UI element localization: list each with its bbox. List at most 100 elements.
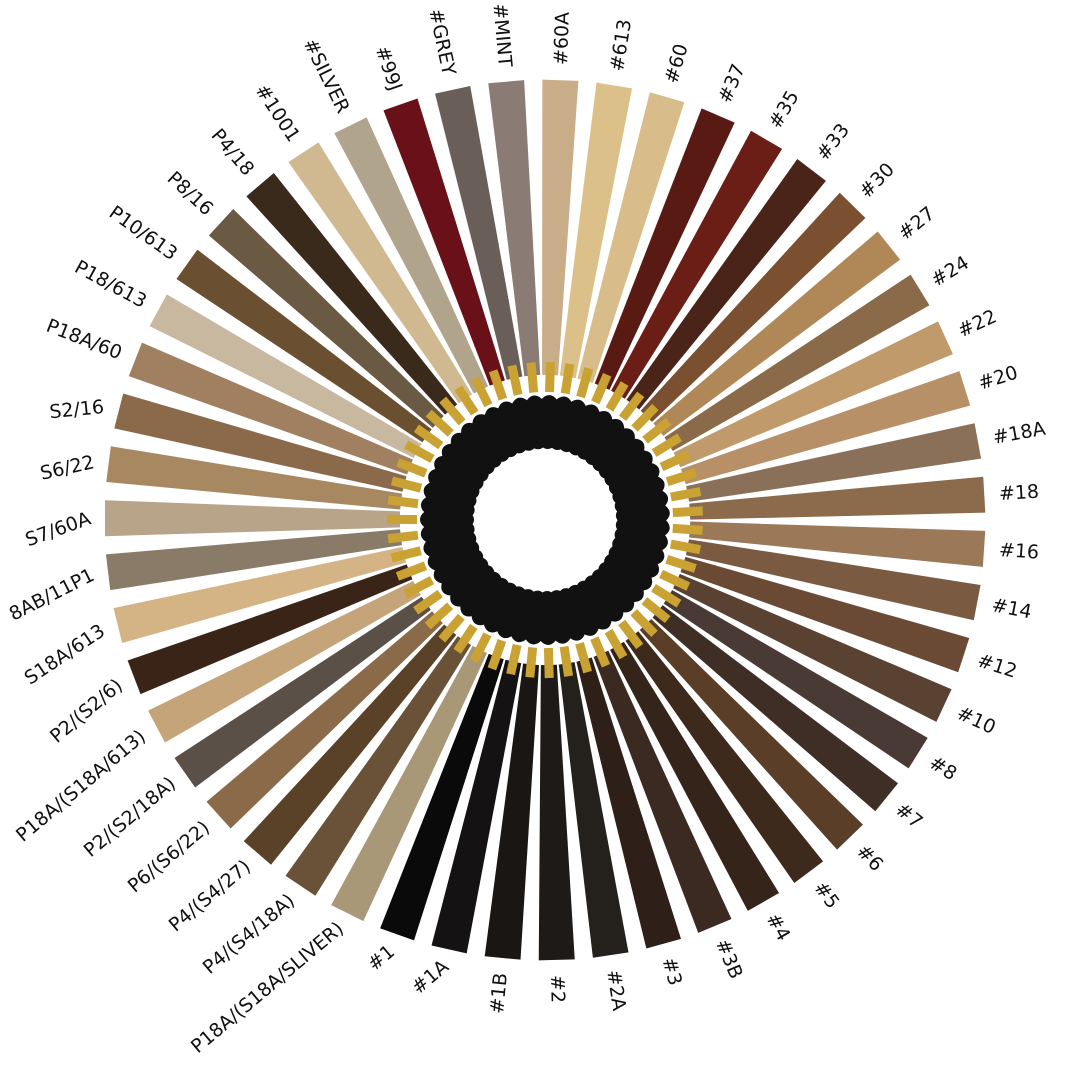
hair-strand — [288, 142, 473, 404]
gold-connector — [395, 561, 428, 581]
ring-center — [477, 452, 613, 588]
hair-strand — [626, 159, 826, 410]
gold-connector — [641, 597, 671, 624]
gold-connector — [526, 362, 539, 393]
gold-connector — [454, 385, 479, 416]
hair-strand — [113, 547, 407, 644]
hair-strand — [576, 657, 682, 949]
gold-connector — [665, 555, 697, 573]
gold-connector — [651, 584, 682, 608]
hair-strand — [610, 641, 780, 911]
gold-connector — [413, 424, 444, 450]
hair-strand — [383, 98, 505, 386]
shade-label: #1B — [486, 971, 513, 1015]
number-tag — [522, 395, 551, 450]
hair-strand — [149, 294, 422, 458]
hair-strand — [208, 208, 444, 428]
hair-strand — [331, 645, 487, 922]
hair-strand — [148, 581, 421, 743]
hair-strand — [673, 573, 952, 722]
gold-connector — [506, 643, 522, 676]
hair-strand — [114, 393, 407, 492]
gold-connector — [403, 576, 435, 599]
hair-strand — [639, 618, 863, 850]
gold-connector — [487, 639, 507, 671]
gold-connector — [642, 417, 672, 444]
gold-connector — [665, 468, 698, 486]
gold-connector — [424, 602, 454, 630]
gold-connector — [576, 366, 594, 399]
hair-strand — [105, 529, 402, 591]
hair-strand — [680, 556, 970, 673]
gold-connector — [575, 642, 592, 674]
gold-connector — [618, 391, 645, 421]
hair-strand — [542, 79, 579, 376]
hair-strand — [594, 108, 735, 390]
gold-connector — [618, 619, 644, 650]
shade-label: #16 — [998, 538, 1040, 564]
gold-connector — [604, 628, 628, 660]
hair-strand — [243, 624, 457, 865]
gold-connector — [630, 609, 658, 638]
hair-strand — [593, 650, 732, 933]
gold-connector — [396, 458, 428, 478]
gold-connector — [413, 589, 443, 615]
hair-strand — [174, 596, 431, 788]
gold-connector — [651, 433, 683, 457]
gold-connector — [507, 364, 523, 396]
gold-connector — [390, 476, 423, 493]
hair-strand — [128, 342, 413, 475]
hair-strand — [577, 92, 685, 383]
gold-connector — [672, 506, 703, 518]
hair-strand — [559, 82, 633, 379]
hair-strand — [334, 117, 489, 394]
hair-strand — [640, 192, 866, 422]
hair-strand — [689, 521, 986, 567]
gold-connector — [559, 645, 574, 677]
hair-strand — [206, 611, 443, 829]
hair-strand — [127, 564, 413, 695]
gold-connector — [544, 361, 556, 393]
hair-strand — [176, 249, 432, 443]
hair-strand — [653, 231, 901, 436]
gold-connector — [425, 409, 454, 437]
hair-strand — [685, 539, 981, 621]
gold-connector — [453, 623, 478, 654]
gold-connector — [469, 632, 492, 664]
gold-connector — [439, 396, 466, 426]
gold-connector — [659, 450, 691, 472]
hair-strand — [663, 590, 928, 769]
hair-strand — [538, 664, 575, 961]
hair-strand — [686, 423, 982, 502]
gold-connector — [387, 495, 419, 509]
gold-connector — [605, 381, 629, 412]
gold-connector — [488, 369, 508, 401]
gold-connector — [672, 523, 703, 535]
hair-strand — [652, 605, 899, 812]
gold-connector — [670, 487, 702, 502]
hair-strand — [680, 371, 971, 485]
hair-strand — [664, 274, 930, 451]
hair-strand — [558, 662, 629, 958]
hair-strand — [104, 500, 401, 537]
hair-strand — [380, 653, 504, 941]
gold-connector — [525, 646, 538, 678]
shade-label: #60A — [549, 11, 574, 66]
hair-strand — [246, 173, 458, 415]
gold-connector — [471, 376, 493, 408]
gold-connector — [438, 613, 465, 643]
hair-strand — [431, 659, 522, 954]
hair-strand — [673, 321, 953, 468]
gold-connector — [669, 539, 702, 555]
gold-connector — [659, 569, 691, 591]
gold-connector — [543, 647, 554, 679]
gold-connector — [590, 636, 611, 668]
hair-strand — [106, 446, 403, 510]
hair-strand — [488, 80, 541, 377]
hair-strand — [484, 663, 539, 960]
shade-label: #18 — [998, 480, 1040, 505]
gold-connector — [631, 403, 659, 432]
shade-label: #2 — [546, 974, 569, 1004]
